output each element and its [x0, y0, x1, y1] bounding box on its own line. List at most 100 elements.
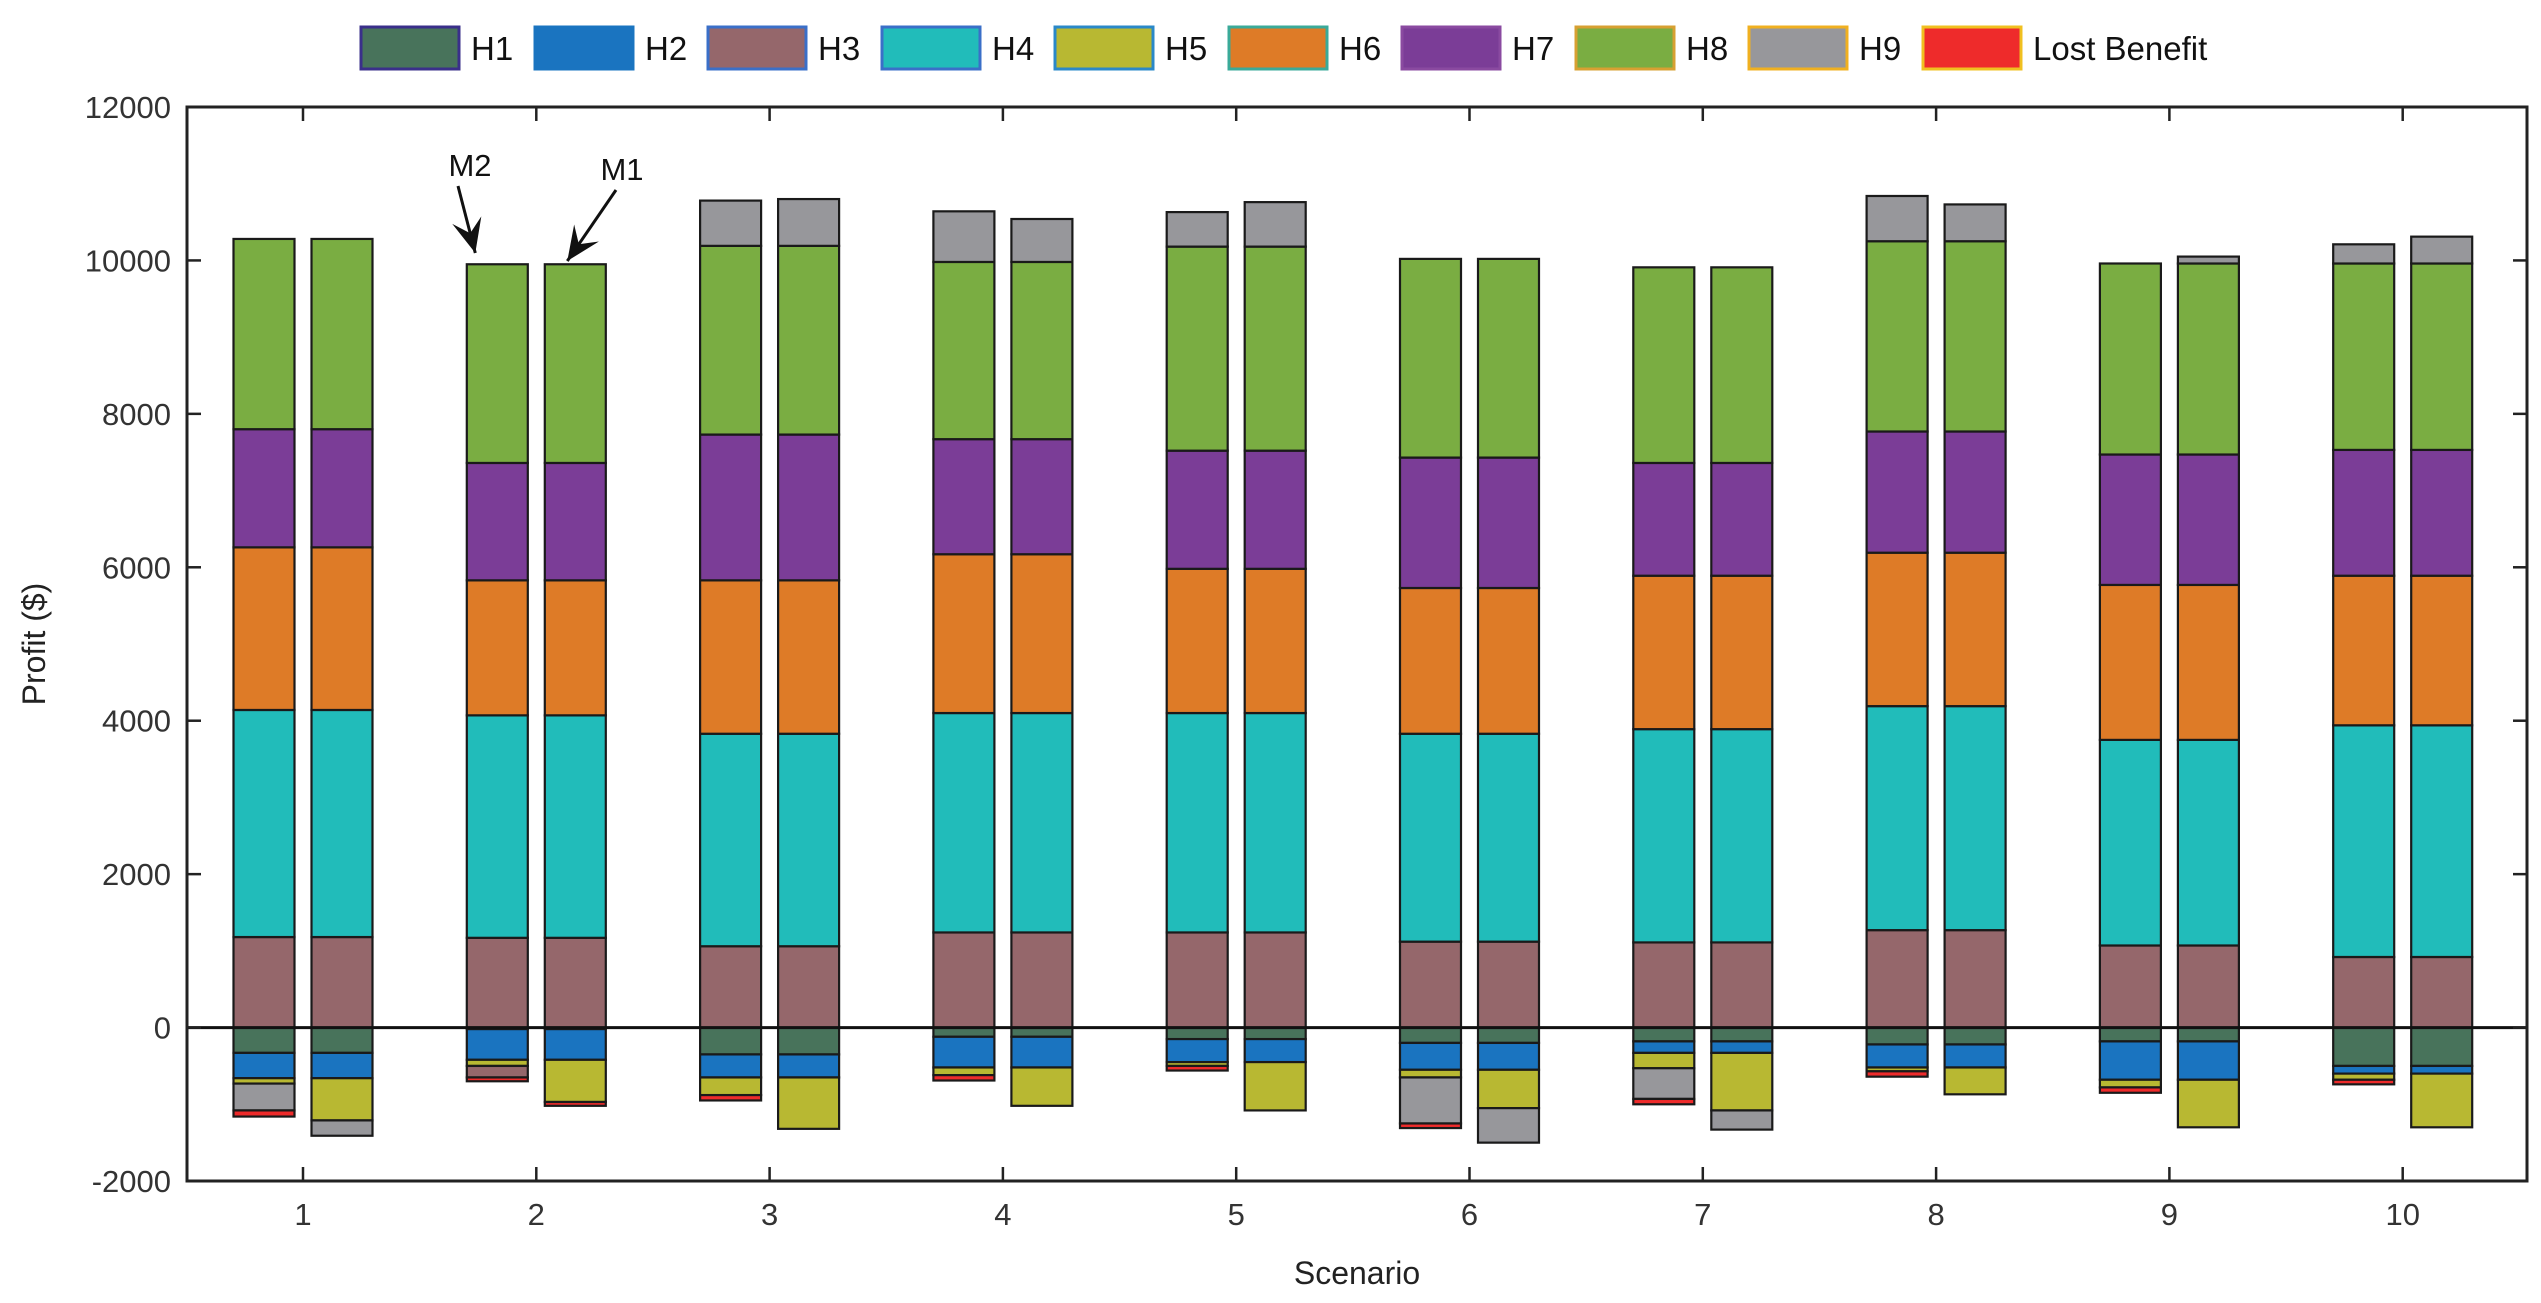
bar-segment-h7-s3-m1 — [776, 433, 841, 582]
bar-segment-h5-neg-s3-m2 — [698, 1076, 763, 1097]
x-tick-label: 10 — [2385, 1197, 2419, 1232]
y-tick-label: 12000 — [85, 90, 171, 125]
x-tick-label: 4 — [994, 1197, 1011, 1232]
bar-segment-h6-s4-m1 — [1010, 553, 1074, 715]
legend-label-h9: H9 — [1859, 30, 1901, 67]
x-tick-label: 7 — [1694, 1197, 1711, 1232]
bar-segment-h1-neg-s8-m1 — [1943, 1026, 2007, 1046]
legend-swatch-h2 — [533, 25, 635, 71]
bar-segment-h7-s10-m1 — [2410, 448, 2474, 577]
legend-swatch-h7 — [1400, 25, 1502, 71]
bar-segment-h2-neg-s1-m2 — [232, 1051, 296, 1080]
bar-segment-h8-s7-m2 — [1632, 266, 1696, 465]
bar-segment-h4-s10-m2 — [2332, 724, 2396, 959]
bar-segment-h2-neg-s2-m1 — [543, 1028, 607, 1061]
bar-segment-h4-s9-m2 — [2098, 738, 2162, 947]
bar-segment-h7-s8-m2 — [1865, 430, 1929, 554]
bar-segment-h9-neg-s7-m1 — [1710, 1109, 1774, 1131]
bar-segment-h6-s1-m2 — [232, 546, 296, 712]
bar-segment-h2-neg-s7-m2 — [1632, 1040, 1696, 1054]
bar-segment-h6-s1-m1 — [310, 546, 374, 712]
legend-label-lost-benefit: Lost Benefit — [2033, 30, 2207, 67]
bar-segment-lost-benefit-neg-s1-m2 — [232, 1109, 296, 1118]
bar-segment-h7-s2-m2 — [465, 461, 529, 582]
bar-segment-h1-neg-s8-m2 — [1865, 1026, 1929, 1046]
bar-segment-h9-s3-m2 — [698, 199, 763, 247]
bar-segment-h7-s10-m2 — [2332, 448, 2396, 577]
bar-segment-h1-neg-s5-m1 — [1243, 1026, 1307, 1041]
bar-segment-h7-s9-m1 — [2176, 453, 2240, 587]
bar-segment-h9-neg-s6-m2 — [1398, 1076, 1463, 1125]
bar-segment-h3-s1-m2 — [232, 935, 296, 1029]
bar-segment-h7-s7-m1 — [1710, 461, 1774, 577]
bar-segment-h1-neg-s6-m1 — [1476, 1026, 1541, 1045]
bar-segment-h2-neg-s9-m1 — [2176, 1040, 2240, 1081]
bars — [232, 194, 2474, 1144]
bar-segment-h4-s6-m2 — [1398, 732, 1463, 943]
bar-segment-h3-s4-m2 — [932, 931, 996, 1029]
bar-segment-h7-s9-m2 — [2098, 453, 2162, 587]
bar-segment-h2-neg-s8-m2 — [1865, 1043, 1929, 1069]
bar-segment-h2-neg-s10-m2 — [2332, 1064, 2396, 1075]
bar-segment-h3-s8-m1 — [1943, 929, 2007, 1029]
bar-segment-h9-s5-m2 — [1165, 210, 1229, 248]
bar-segment-h3-s7-m1 — [1710, 941, 1774, 1029]
bar-segment-h1-neg-s5-m2 — [1165, 1026, 1229, 1041]
x-tick-label: 3 — [761, 1197, 778, 1232]
bar-segment-h9-neg-s6-m1 — [1476, 1107, 1541, 1144]
bar-segment-h2-neg-s6-m2 — [1398, 1041, 1463, 1071]
axes: -2000 0 2000 4000 6000 8000 10000 12000 1 2 3 4 5 6 7 8… — [16, 90, 2529, 1291]
bar-segment-h2-neg-s1-m1 — [310, 1051, 374, 1080]
bar-segment-h8-s6-m1 — [1476, 257, 1541, 459]
bar-segment-h2-neg-s5-m1 — [1243, 1037, 1307, 1064]
bar-segment-h3-s5-m1 — [1243, 931, 1307, 1029]
bar-segment-h7-s8-m1 — [1943, 430, 2007, 554]
bar-segment-h3-s2-m1 — [543, 936, 607, 1029]
annotation-m2-arrow-head — [452, 216, 482, 254]
bar-segment-h7-s7-m2 — [1632, 461, 1696, 577]
legend-label-h2: H2 — [645, 30, 687, 67]
bar-segment-h1-neg-s3-m2 — [698, 1026, 763, 1056]
legend-label-h4: H4 — [992, 30, 1034, 67]
x-tick-label: 5 — [1228, 1197, 1245, 1232]
legend-swatch-lost-benefit — [1921, 25, 2023, 71]
bar-segment-h8-s5-m2 — [1165, 245, 1229, 452]
bar-segment-h7-s3-m2 — [698, 433, 763, 582]
bar-segment-h7-s5-m2 — [1165, 449, 1229, 570]
bar-segment-h2-neg-s10-m1 — [2410, 1064, 2474, 1075]
bar-segment-h6-s4-m2 — [932, 553, 996, 715]
bar-segment-h3-s10-m2 — [2332, 955, 2396, 1029]
bar-segment-h5-neg-s2-m1 — [543, 1058, 607, 1104]
x-tick-label: 9 — [2161, 1197, 2178, 1232]
bar-segment-h2-neg-s4-m1 — [1010, 1035, 1074, 1069]
bar-segment-h9-s10-m2 — [2332, 243, 2396, 265]
bar-segment-h6-s3-m1 — [776, 579, 841, 735]
bar-segment-h2-neg-s7-m1 — [1710, 1040, 1774, 1054]
bar-segment-h3-neg-s2-m2 — [465, 1064, 529, 1079]
legend-swatch-h8 — [1574, 25, 1676, 71]
bar-segment-h3-s6-m1 — [1476, 940, 1541, 1029]
bar-segment-lost-benefit-neg-s3-m2 — [698, 1093, 763, 1102]
bar-segment-h5-neg-s9-m2 — [2098, 1078, 2162, 1089]
y-axis-label: Profit ($) — [16, 583, 52, 706]
bar-segment-h1-neg-s10-m1 — [2410, 1026, 2474, 1068]
bar-segment-h7-s4-m1 — [1010, 438, 1074, 556]
bar-segment-h3-s9-m1 — [2176, 944, 2240, 1029]
bar-segment-h6-s8-m1 — [1943, 551, 2007, 708]
bar-segment-h5-neg-s1-m1 — [310, 1077, 374, 1122]
bar-segment-h5-neg-s3-m1 — [776, 1076, 841, 1130]
bar-segment-h4-s2-m1 — [543, 714, 607, 939]
bar-segment-h8-s3-m1 — [776, 244, 841, 436]
bar-segment-h2-neg-s3-m1 — [776, 1053, 841, 1079]
legend-label-h3: H3 — [818, 30, 860, 67]
bar-segment-lost-benefit-neg-s2-m1 — [543, 1100, 607, 1107]
annotation-m1-arrow-head — [567, 224, 599, 262]
bar-segment-h2-neg-s6-m1 — [1476, 1041, 1541, 1071]
bar-segment-h3-s1-m1 — [310, 935, 374, 1029]
bar-segment-h8-s6-m2 — [1398, 257, 1463, 459]
axes-frame — [185, 105, 2529, 1183]
bar-segment-h9-s4-m2 — [932, 210, 996, 264]
bar-segment-h8-s8-m1 — [1943, 240, 2007, 433]
bar-segment-h4-s3-m1 — [776, 732, 841, 948]
bar-segment-h3-s2-m2 — [465, 936, 529, 1029]
